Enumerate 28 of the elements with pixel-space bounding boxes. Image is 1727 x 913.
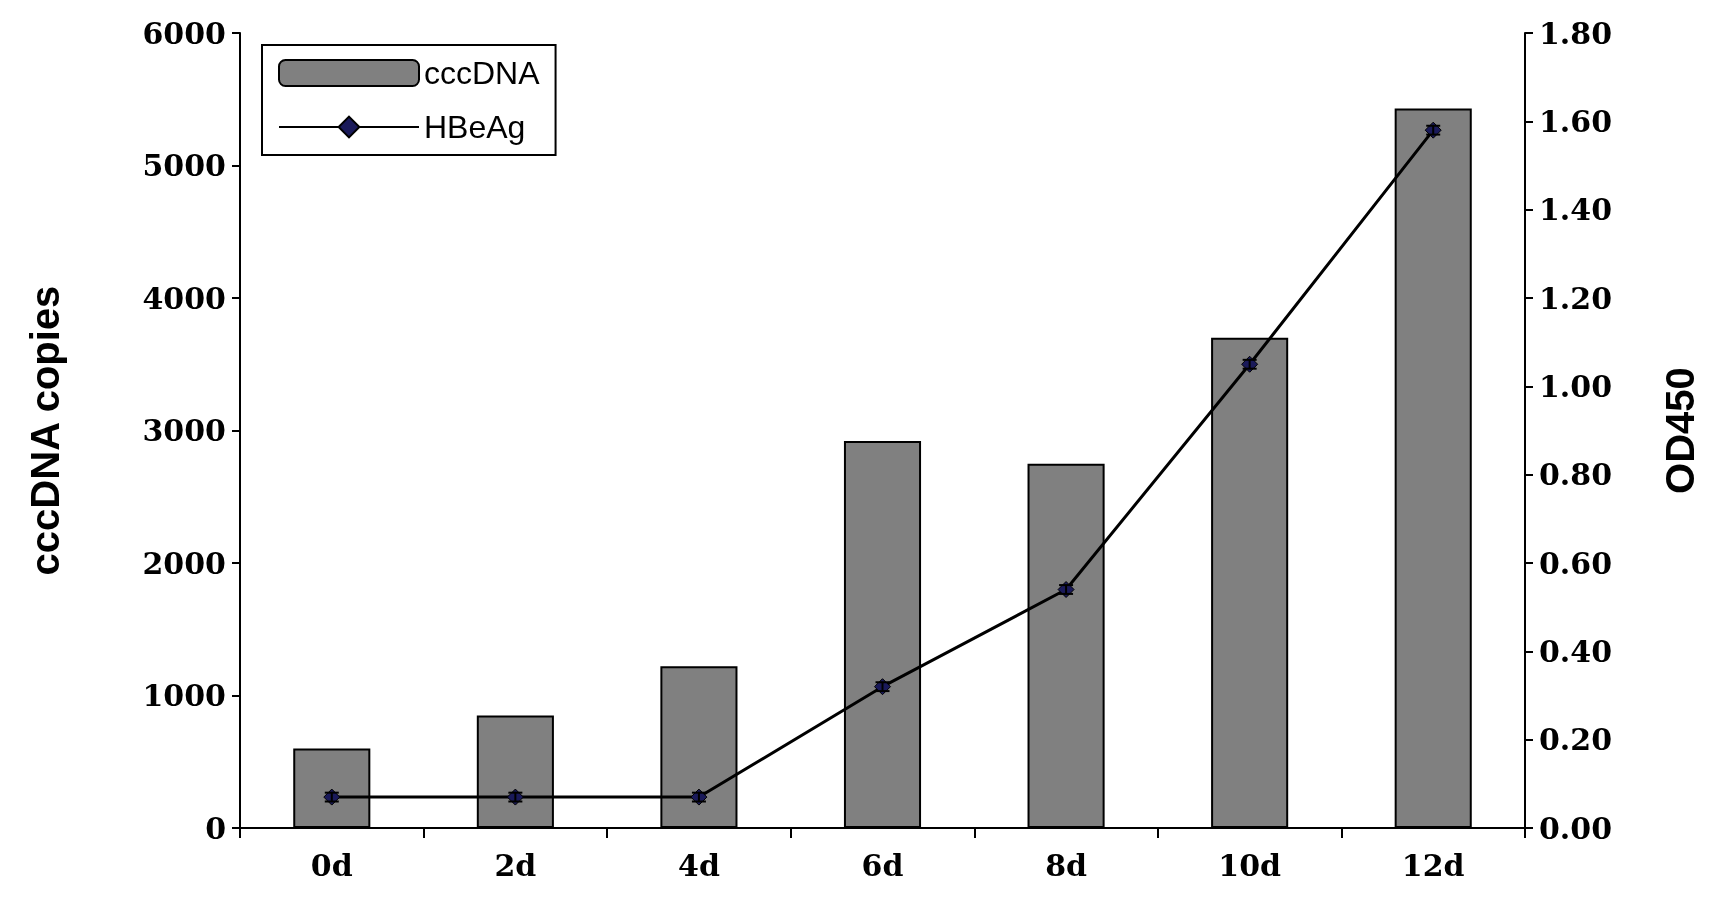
legend-label: HBeAg — [424, 109, 526, 145]
y-tick-label: 1000 — [142, 678, 226, 713]
y2-tick-label: 0.00 — [1539, 810, 1613, 846]
y2-axis-title: OD450 — [1658, 367, 1702, 494]
y-tick-label: 0 — [205, 810, 226, 846]
y2-tick-label: 0.40 — [1539, 633, 1613, 669]
y-axis-title: cccDNA copies — [23, 285, 67, 576]
y2-tick-label: 1.00 — [1539, 368, 1613, 404]
y-tick-label: 6000 — [142, 15, 226, 51]
y2-tick-label: 1.40 — [1539, 192, 1613, 228]
x-tick-label: 10d — [1218, 847, 1282, 883]
y-tick-label: 3000 — [142, 413, 226, 448]
y-tick-label: 5000 — [142, 148, 226, 183]
x-tick-label: 0d — [310, 847, 353, 883]
x-tick-label: 8d — [1045, 847, 1088, 883]
y2-tick-label: 1.60 — [1539, 103, 1613, 139]
x-tick-label: 2d — [494, 847, 537, 883]
y-tick-label: 2000 — [142, 545, 226, 581]
y-tick-label: 4000 — [142, 280, 226, 316]
y2-tick-label: 0.80 — [1539, 457, 1613, 493]
y2-tick-label: 1.20 — [1539, 280, 1613, 316]
x-tick-label: 6d — [861, 847, 904, 883]
y2-tick-label: 0.60 — [1539, 545, 1613, 581]
x-tick-label: 4d — [678, 847, 720, 883]
y2-tick-label: 1.80 — [1539, 15, 1613, 51]
legend-label: cccDNA — [424, 55, 541, 91]
y2-tick-label: 0.20 — [1539, 722, 1613, 758]
x-tick-label: 12d — [1401, 847, 1465, 883]
